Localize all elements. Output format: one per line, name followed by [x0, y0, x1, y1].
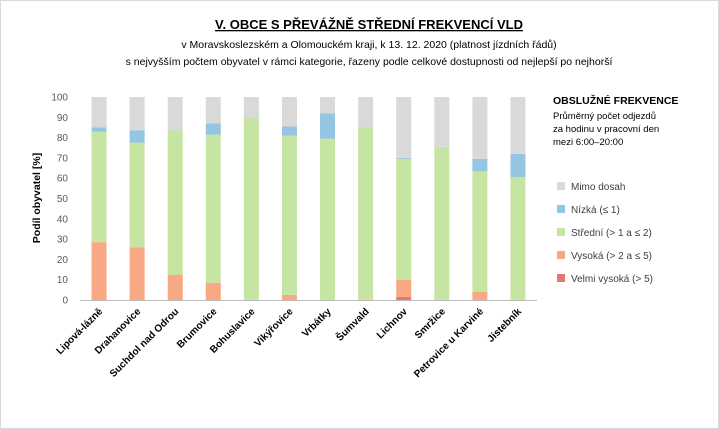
x-tick-label-petrovice-u-karvine: Petrovice u Karviné	[412, 306, 486, 380]
legend-swatch-nizka-1	[557, 205, 565, 213]
legend: OBSLUŽNÉ FREKVENCE Průměrný počet odjezd…	[553, 94, 678, 285]
x-tick-label-smrzice: Smržice	[413, 306, 448, 341]
chart-title: V. OBCE S PŘEVÁŽNĚ STŘEDNÍ FREKVENCÍ VLD	[215, 17, 523, 32]
y-tick-label-60: 60	[57, 174, 69, 185]
bar-petrovice-u-karvine-stredni-1-a-2	[472, 171, 488, 292]
legend-swatch-velmi-vysoka-5	[557, 274, 565, 282]
legend-label-nizka-1: Nízká (≤ 1)	[571, 205, 620, 216]
y-tick-label-10: 10	[57, 275, 69, 286]
bars	[91, 97, 526, 300]
bar-petrovice-u-karvine-mimo-dosah	[472, 97, 488, 159]
legend-label-mimo-dosah: Mimo dosah	[571, 182, 625, 193]
legend-note-line-1: Průměrný počet odjezdů	[553, 111, 656, 122]
bar-drahanovice-nizka-1	[129, 130, 145, 143]
y-tick-label-50: 50	[57, 194, 69, 205]
bar-lichnov-mimo-dosah	[396, 97, 412, 158]
y-tick-label-20: 20	[57, 255, 69, 266]
bar-sumvald-mimo-dosah	[358, 97, 374, 128]
bar-drahanovice-mimo-dosah	[129, 97, 145, 131]
bar-smrzice-stredni-1-a-2	[434, 146, 450, 300]
bar-lichnov-nizka-1	[396, 157, 412, 159]
x-tick-label-vikyrovice: Vikýřovice	[253, 306, 296, 349]
bar-jistebnik-stredni-1-a-2	[510, 177, 526, 300]
x-tick-label-suchdol-nad-odrou: Suchdol nad Odrou	[108, 306, 181, 379]
x-tick-label-lichnov: Lichnov	[375, 306, 410, 341]
legend-label-vysoka-2-a-5: Vysoká (> 2 a ≤ 5)	[571, 251, 652, 262]
bar-petrovice-u-karvine-nizka-1	[472, 158, 488, 172]
bar-suchdol-nad-odrou-stredni-1-a-2	[167, 130, 183, 275]
bar-suchdol-nad-odrou-mimo-dosah	[167, 97, 183, 131]
bar-brumovice-mimo-dosah	[205, 97, 221, 124]
bar-lichnov-velmi-vysoka-5	[396, 296, 412, 300]
bar-lipova-lazne-mimo-dosah	[91, 97, 107, 128]
legend-note-line-2: za hodinu v pracovní den	[553, 124, 659, 135]
y-tick-label-80: 80	[57, 133, 69, 144]
bar-drahanovice-stredni-1-a-2	[129, 142, 145, 248]
bar-brumovice-nizka-1	[205, 123, 221, 135]
legend-swatch-stredni-1-a-2	[557, 228, 565, 236]
bar-jistebnik-mimo-dosah	[510, 97, 526, 154]
bar-sumvald-stredni-1-a-2	[358, 127, 374, 300]
bar-brumovice-vysoka-2-a-5	[205, 282, 221, 300]
legend-label-velmi-vysoka-5: Velmi vysoká (> 5)	[571, 274, 653, 285]
y-tick-label-90: 90	[57, 113, 69, 124]
bar-vikyrovice-vysoka-2-a-5	[281, 294, 297, 300]
legend-label-stredni-1-a-2: Střední (> 1 a ≤ 2)	[571, 228, 652, 239]
y-axis-ticks: 0 10 20 30 40 50 60 70 80 90 100	[51, 93, 68, 307]
bar-jistebnik-nizka-1	[510, 153, 526, 178]
bar-vikyrovice-stredni-1-a-2	[281, 135, 297, 295]
y-tick-label-30: 30	[57, 235, 69, 246]
bar-lipova-lazne-nizka-1	[91, 127, 107, 132]
bar-vrbatky-nizka-1	[320, 113, 336, 139]
x-tick-label-vrbatky: Vrbátky	[300, 306, 334, 340]
legend-note-line-3: mezi 6:00–20:00	[553, 137, 623, 148]
y-tick-label-100: 100	[51, 93, 68, 104]
y-tick-label-40: 40	[57, 214, 69, 225]
bar-vikyrovice-nizka-1	[281, 126, 297, 136]
bar-vrbatky-stredni-1-a-2	[320, 138, 336, 300]
bar-brumovice-stredni-1-a-2	[205, 134, 221, 283]
bar-lipova-lazne-vysoka-2-a-5	[91, 242, 107, 300]
legend-swatch-vysoka-2-a-5	[557, 251, 565, 259]
bar-suchdol-nad-odrou-vysoka-2-a-5	[167, 274, 183, 300]
bar-smrzice-mimo-dosah	[434, 97, 450, 147]
bar-drahanovice-vysoka-2-a-5	[129, 247, 145, 300]
chart-subtitle-line-1: v Moravskoslezském a Olomouckém kraji, k…	[181, 39, 556, 51]
bar-vikyrovice-mimo-dosah	[281, 97, 297, 127]
bar-vrbatky-mimo-dosah	[320, 97, 336, 114]
y-axis-label: Podíl obyvatel [%]	[31, 153, 43, 243]
bar-bohuslavice-mimo-dosah	[243, 97, 259, 118]
legend-heading: OBSLUŽNÉ FREKVENCE	[553, 94, 678, 107]
x-tick-label-jistebnik: Jistebník	[486, 306, 525, 345]
x-tick-label-sumvald: Šumvald	[333, 305, 372, 344]
chart-subtitle-line-2: s nejvyšším počtem obyvatel v rámci kate…	[126, 56, 613, 68]
legend-swatch-mimo-dosah	[557, 182, 565, 190]
bar-bohuslavice-stredni-1-a-2	[243, 117, 259, 300]
y-tick-label-70: 70	[57, 153, 69, 164]
bar-lichnov-stredni-1-a-2	[396, 158, 412, 280]
bar-petrovice-u-karvine-vysoka-2-a-5	[472, 291, 488, 300]
bar-lichnov-vysoka-2-a-5	[396, 279, 412, 297]
y-tick-label-0: 0	[62, 296, 68, 307]
bar-lipova-lazne-stredni-1-a-2	[91, 131, 107, 243]
